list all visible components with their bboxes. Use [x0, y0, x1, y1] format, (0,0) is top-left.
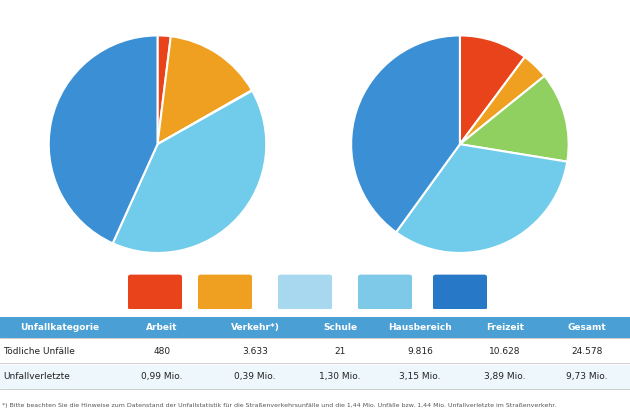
FancyBboxPatch shape — [198, 275, 252, 310]
Text: 0,99 Mio.: 0,99 Mio. — [141, 372, 183, 382]
Text: Freizeit: Freizeit — [486, 323, 524, 332]
Text: 1,30 Mio.: 1,30 Mio. — [319, 372, 361, 382]
FancyBboxPatch shape — [0, 340, 630, 363]
Text: 3,15 Mio.: 3,15 Mio. — [399, 372, 441, 382]
FancyBboxPatch shape — [433, 275, 487, 310]
Text: *) Bitte beachten Sie die Hinweise zum Datenstand der Unfallstatistik für die St: *) Bitte beachten Sie die Hinweise zum D… — [2, 403, 556, 408]
Wedge shape — [460, 35, 525, 144]
Text: 24.578: 24.578 — [571, 347, 603, 356]
Text: 0,39 Mio.: 0,39 Mio. — [234, 372, 276, 382]
Wedge shape — [158, 90, 252, 144]
Text: Unfallkategorie: Unfallkategorie — [20, 323, 100, 332]
FancyBboxPatch shape — [278, 275, 332, 310]
Wedge shape — [460, 57, 544, 144]
Text: Tödliche Unfälle: Tödliche Unfälle — [3, 347, 75, 356]
Wedge shape — [396, 144, 567, 253]
Text: 9,73 Mio.: 9,73 Mio. — [566, 372, 608, 382]
FancyBboxPatch shape — [0, 317, 630, 338]
Text: Hausbereich: Hausbereich — [388, 323, 452, 332]
Wedge shape — [158, 35, 171, 144]
Wedge shape — [460, 76, 569, 162]
Text: 10.628: 10.628 — [490, 347, 521, 356]
Text: Gesamt: Gesamt — [568, 323, 606, 332]
Wedge shape — [158, 36, 252, 144]
Wedge shape — [113, 91, 266, 253]
Wedge shape — [49, 35, 158, 243]
FancyBboxPatch shape — [128, 275, 182, 310]
Text: 480: 480 — [154, 347, 171, 356]
Text: Verkehr*): Verkehr*) — [231, 323, 280, 332]
Text: Schule: Schule — [323, 323, 357, 332]
Text: 3.633: 3.633 — [242, 347, 268, 356]
Text: 9.816: 9.816 — [407, 347, 433, 356]
FancyBboxPatch shape — [358, 275, 412, 310]
FancyBboxPatch shape — [0, 365, 630, 389]
Text: Unfallverletzte: Unfallverletzte — [3, 372, 70, 382]
Wedge shape — [351, 35, 460, 232]
Text: 21: 21 — [335, 347, 346, 356]
Text: 3,89 Mio.: 3,89 Mio. — [484, 372, 526, 382]
Text: Arbeit: Arbeit — [146, 323, 178, 332]
